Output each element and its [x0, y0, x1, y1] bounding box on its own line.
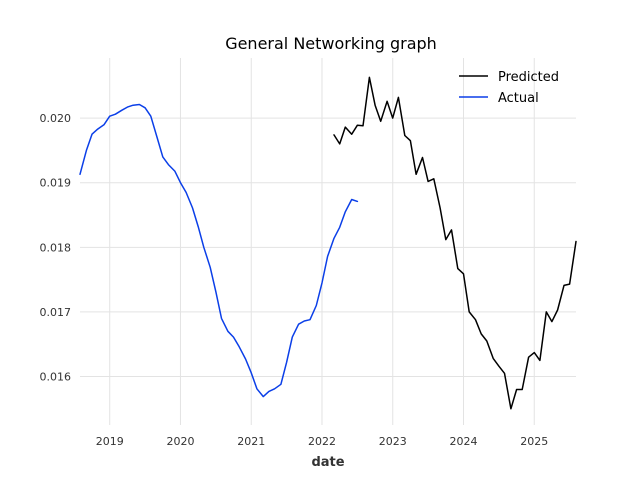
x-axis-label: date	[311, 455, 344, 470]
series-lines	[79, 76, 577, 410]
x-tick-label: 2024	[449, 435, 477, 448]
y-tick-label: 0.020	[40, 112, 72, 125]
chart-title: General Networking graph	[225, 34, 437, 53]
tick-labels: 2019 2020 2021 2022 2023 2024 2025 0.016 0.017 0.…	[40, 112, 549, 448]
series-line-predicted	[333, 76, 577, 410]
legend: Predicted Actual	[459, 70, 559, 106]
y-tick-label: 0.018	[40, 241, 72, 254]
x-tick-label: 2019	[96, 435, 124, 448]
legend-label-actual: Actual	[498, 91, 539, 106]
y-tick-label: 0.019	[40, 177, 72, 190]
legend-label-predicted: Predicted	[498, 70, 559, 85]
x-tick-label: 2023	[379, 435, 407, 448]
y-tick-label: 0.017	[40, 306, 72, 319]
x-tick-label: 2020	[166, 435, 194, 448]
x-tick-label: 2021	[237, 435, 265, 448]
x-tick-label: 2025	[520, 435, 548, 448]
x-tick-label: 2022	[308, 435, 336, 448]
gridlines	[80, 58, 576, 425]
y-tick-label: 0.016	[40, 371, 72, 384]
series-line-actual	[79, 103, 359, 398]
